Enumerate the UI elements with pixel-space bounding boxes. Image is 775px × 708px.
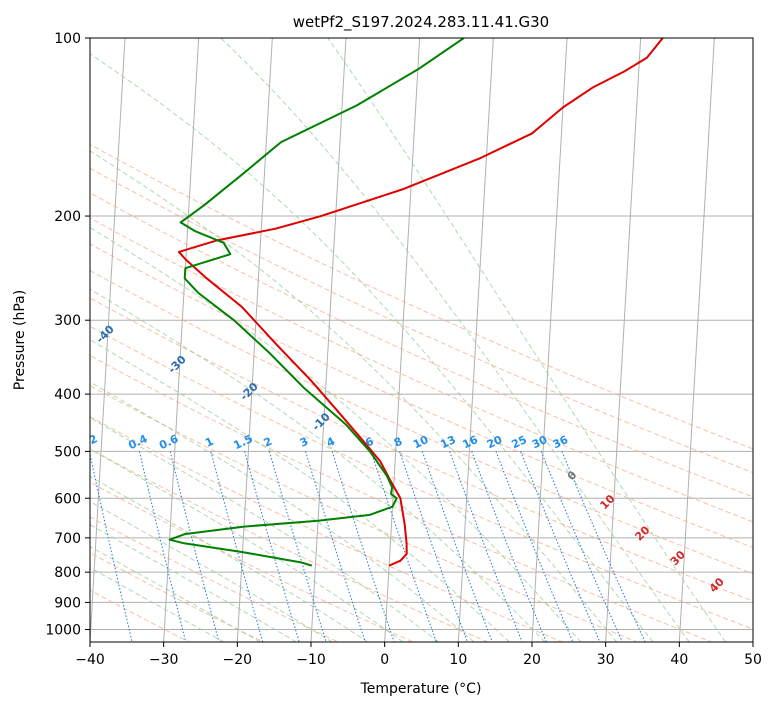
moist-adiabat-line xyxy=(90,150,618,642)
moist-adiabat-label: 20 xyxy=(632,523,652,543)
mixing-ratio-line xyxy=(495,451,574,642)
dry-adiabat-label: -30 xyxy=(166,353,189,376)
mixing-ratio-label: 13 xyxy=(438,433,457,451)
y-tick-label: 800 xyxy=(54,565,81,581)
x-tick-label: 20 xyxy=(523,652,541,668)
dry-adiabat-line xyxy=(90,270,753,575)
isotherm-gridline xyxy=(384,38,421,642)
dry-adiabat-line xyxy=(90,481,414,642)
x-tick-label: 0 xyxy=(380,652,389,668)
dry-adiabat-line xyxy=(90,243,753,549)
mixing-ratio-line xyxy=(540,451,623,642)
y-tick-label: 100 xyxy=(54,31,81,47)
isotherm-gridline xyxy=(163,38,200,642)
mixing-ratio-line xyxy=(471,451,547,642)
mixing-ratio-label: 4 xyxy=(324,435,337,450)
mixing-ratio-line xyxy=(399,451,468,642)
moist-adiabat-line xyxy=(90,567,225,642)
mixing-ratio-label: 0.6 xyxy=(157,432,180,452)
plot-frame xyxy=(89,37,754,643)
mixing-ratio-line xyxy=(305,451,366,642)
isotherm-gridline xyxy=(752,633,753,642)
mixing-ratio-line xyxy=(210,451,264,642)
mixing-ratio-line xyxy=(169,451,220,642)
mixing-ratio-label: 16 xyxy=(461,433,481,451)
isotherm-gridline xyxy=(678,38,715,642)
mixing-ratio-line xyxy=(138,451,187,642)
x-tick-label: −10 xyxy=(296,652,326,668)
moist-adiabat-line xyxy=(220,38,690,642)
moist-adiabat-line xyxy=(90,417,439,642)
mixing-ratio-label: 1.5 xyxy=(232,432,255,452)
moist-adiabat-line xyxy=(90,288,546,642)
mixing-ratio-label: 2 xyxy=(262,435,274,450)
mixing-ratio-label: 36 xyxy=(551,433,571,451)
mixing-ratio-line xyxy=(331,451,395,642)
isotherm-gridline xyxy=(457,38,494,642)
dry-adiabat-line xyxy=(90,552,264,642)
dry-adiabat-line xyxy=(90,448,488,642)
y-tick-label: 200 xyxy=(54,209,81,225)
mixing-ratio-label: 25 xyxy=(510,433,529,451)
isotherm-gridline xyxy=(531,38,568,642)
mixing-ratio-line xyxy=(561,451,646,642)
y-tick-label: 700 xyxy=(54,531,81,547)
mixing-ratio-line xyxy=(421,451,493,642)
mixing-ratio-label: 10 xyxy=(411,433,431,451)
mixing-ratio-label: 0.4 xyxy=(126,432,149,452)
mixing-ratio-label: 3 xyxy=(298,435,310,450)
y-tick-label: 1000 xyxy=(45,622,81,638)
moist-adiabat-line xyxy=(90,339,510,642)
y-tick-label: 400 xyxy=(54,387,81,403)
mixing-ratio-label: 20 xyxy=(485,433,505,451)
y-axis-label: Pressure (hPa) xyxy=(12,290,28,390)
dry-adiabat-label: -40 xyxy=(94,322,117,345)
dry-adiabat-line xyxy=(90,416,563,642)
moist-adiabat-line xyxy=(90,500,333,642)
dry-adiabat-line xyxy=(90,167,753,474)
isotherm-gridline xyxy=(90,38,126,642)
moist-adiabat-line xyxy=(90,524,297,642)
x-tick-label: 50 xyxy=(744,652,762,668)
mixing-ratio-label: 30 xyxy=(530,433,550,451)
moist-adiabat-line xyxy=(90,226,582,642)
moist-adiabat-line xyxy=(327,38,727,642)
mixing-ratio-line xyxy=(370,451,437,642)
isotherm-gridline xyxy=(310,38,347,642)
dry-adiabat-line xyxy=(90,325,753,630)
mixing-ratio-label: 8 xyxy=(392,435,404,450)
mixing-ratio-label: 0.1 xyxy=(30,432,53,452)
dewpoint-profile-line xyxy=(168,38,465,567)
x-tick-label: −20 xyxy=(223,652,253,668)
mixing-ratio-line xyxy=(244,451,300,642)
x-tick-label: −30 xyxy=(149,652,179,668)
y-tick-label: 500 xyxy=(54,444,81,460)
mixing-ratio-line xyxy=(520,451,601,642)
moist-adiabat-line xyxy=(90,53,654,642)
x-axis-label: Temperature (°C) xyxy=(360,681,482,697)
dry-adiabat-label: -10 xyxy=(310,410,333,433)
mixing-ratio-label: 0.2 xyxy=(76,432,99,452)
x-tick-label: −40 xyxy=(75,652,105,668)
dry-adiabat-line xyxy=(90,354,712,642)
mixing-ratio-line xyxy=(449,451,523,642)
y-tick-label: 900 xyxy=(54,595,81,611)
x-tick-label: 30 xyxy=(597,652,615,668)
chart-title: wetPf2_S197.2024.283.11.41.G30 xyxy=(293,13,549,32)
temperature-profile-line xyxy=(177,38,664,567)
moist-adiabat-label: 40 xyxy=(707,575,727,595)
x-tick-label: 40 xyxy=(670,652,688,668)
y-tick-label: 300 xyxy=(54,313,81,329)
y-tick-label: 600 xyxy=(54,491,81,507)
dry-adiabat-line xyxy=(90,589,190,642)
moist-adiabat-label: 0 xyxy=(565,468,580,483)
isotherm-gridline xyxy=(605,38,642,642)
moist-adiabat-line xyxy=(90,381,475,642)
x-tick-label: 10 xyxy=(449,652,467,668)
moist-adiabat-line xyxy=(90,448,404,642)
mixing-ratio-label: 1 xyxy=(203,435,215,450)
dry-adiabat-label: -20 xyxy=(238,380,261,403)
